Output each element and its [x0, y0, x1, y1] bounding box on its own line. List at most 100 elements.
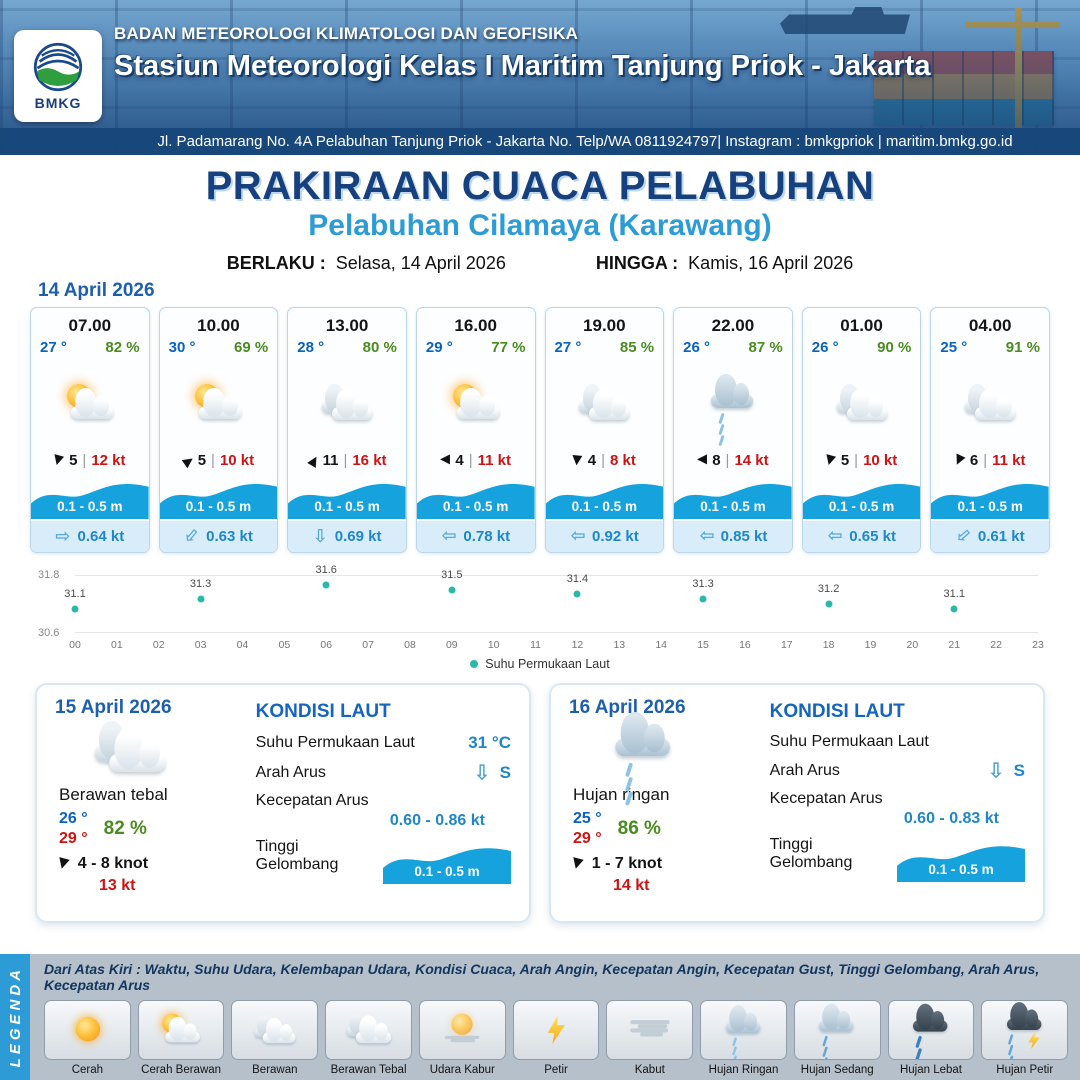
wave-height-graphic: 0.1 - 0.5 m [802, 474, 921, 519]
wind-gust: 8 kt [610, 452, 636, 469]
daily-icon-area [569, 712, 719, 806]
daily-wind-direction-icon: ▶ [55, 856, 74, 872]
sst-x-tick: 02 [152, 639, 165, 651]
sst-x-tick: 17 [780, 639, 793, 651]
forecast-card: 10.00 30 ° 69 % ▶ 5 | 10 kt 0.1 - 0.5 m [158, 307, 279, 553]
validity-row: BERLAKU : Selasa, 14 April 2026 HINGGA :… [0, 252, 1080, 274]
forecast-time: 10.00 [197, 316, 240, 335]
sst-x-tick: 11 [530, 639, 542, 651]
sst-x-tick: 07 [362, 639, 374, 651]
valid-from: BERLAKU : Selasa, 14 April 2026 [227, 252, 506, 274]
weather-icon [58, 379, 122, 429]
sst-x-tick: 12 [571, 639, 584, 651]
wind-gust: 10 kt [863, 452, 898, 469]
sst-data-label: 31.4 [566, 573, 589, 586]
current-speed: 0.78 kt [463, 527, 511, 545]
daily-gust: 13 kt [99, 877, 136, 894]
weather-icon [315, 379, 379, 429]
legend-item: Hujan Ringan [700, 1000, 787, 1076]
forecast-wind-row: ▶ 6 | 11 kt [931, 452, 1049, 469]
forecast-temperature: 28 ° [297, 339, 325, 356]
current-speed: 0.63 kt [206, 527, 253, 545]
legend-icon-box [137, 1000, 225, 1060]
sst-row: Suhu Permukaan Laut 31 °C [256, 733, 511, 753]
wind-gust: 11 kt [477, 452, 511, 469]
current-direction-icon: ⇨ [698, 526, 714, 546]
wave-shape [416, 483, 535, 519]
legend-label: Cerah [71, 1064, 104, 1076]
sst-data-label: 31.2 [817, 583, 840, 595]
wave-height-value: 0.1 - 0.5 m [828, 499, 895, 514]
sea-conditions-heading: KONDISI LAUT [255, 701, 391, 722]
forecast-card: 01.00 26 ° 90 % ▶ 5 | 10 kt 0.1 - 0.5 m [801, 307, 922, 553]
forecast-time: 22.00 [711, 316, 755, 335]
legend-footer: LEGENDA Dari Atas Kiri : Waktu, Suhu Uda… [0, 954, 1080, 1080]
weather-icon [958, 379, 1022, 429]
wind-direction-icon: ▶ [569, 454, 586, 467]
legend-item: Cerah Berawan [137, 1000, 225, 1076]
current-direction-icon: ⇨ [55, 526, 71, 546]
forecast-time: 13.00 [325, 316, 369, 335]
sst-x-tick: 19 [864, 639, 877, 651]
wind-speed: 4 [455, 452, 464, 469]
wind-gust: 16 kt [352, 452, 387, 469]
daily-weather-column: 15 April 2026 Berawan tebal 26 ° 29 ° 82… [55, 697, 256, 909]
wave-shape [674, 483, 792, 519]
wave-height-value: 0.1 - 0.5 m [957, 499, 1023, 514]
forecast-card: 16.00 29 ° 77 % ▶ 4 | 11 kt 0.1 - 0.5 m [415, 307, 536, 553]
forecast-humidity: 77 % [491, 339, 526, 356]
wind-direction-icon: ▶ [950, 452, 969, 469]
temp-humidity-row: 27 ° 85 % [546, 336, 664, 356]
legend-weather-icon [342, 1010, 394, 1051]
legend-label: Cerah Berawan [141, 1064, 222, 1076]
wave-height-value: 0.1 - 0.5 m [700, 499, 766, 514]
sst-x-tick: 01 [111, 639, 123, 651]
sst-data-point [825, 600, 833, 608]
legend-vertical-banner: LEGENDA [0, 954, 30, 1080]
header: BMKG BADAN METEOROLOGI KLIMATOLOGI DAN G… [0, 0, 1080, 155]
wave-height-row: Tinggi Gelombang 0.1 - 0.5 m [770, 836, 1025, 882]
sst-x-tick: 09 [445, 639, 458, 651]
daily-humidity: 82 % [103, 818, 147, 839]
current-row: ⇨ 0.92 kt [545, 519, 664, 552]
forecast-wind-row: ▶ 4 | 11 kt [417, 452, 535, 469]
wave-height-value: 0.1 - 0.5 m [571, 499, 637, 514]
sst-x-tick: 05 [278, 639, 291, 651]
sst-label: Suhu Permukaan Laut [769, 733, 929, 750]
forecast-time: 19.00 [583, 316, 626, 335]
current-direction-value: S [499, 762, 511, 782]
forecast-time: 01.00 [840, 316, 883, 335]
current-direction-icon: ⇨ [310, 528, 331, 544]
legend-marker-icon [470, 660, 479, 668]
wind-direction-icon: ▶ [440, 453, 451, 468]
daily-wind-row: ▶ 4 - 8 knot [55, 855, 256, 873]
daily-humidity: 86 % [617, 818, 661, 839]
current-speed-label: Kecepatan Arus [255, 792, 369, 809]
wind-gust-divider: | [601, 452, 605, 469]
weather-icon [186, 379, 250, 429]
sst-x-tick: 21 [948, 639, 961, 651]
current-row: ⇨ 0.78 kt [416, 519, 535, 552]
forecast-wind-row: ▶ 4 | 8 kt [546, 452, 664, 469]
page-title: PRAKIRAAN CUACA PELABUHAN [205, 164, 875, 208]
forecast-humidity: 91 % [1005, 339, 1040, 356]
legend-weather-icon [811, 1003, 863, 1059]
forecast-humidity: 69 % [234, 339, 269, 356]
bmkg-logo: BMKG [14, 30, 102, 122]
sst-x-tick: 00 [69, 639, 81, 651]
current-direction-label: Arah Arus [769, 761, 840, 779]
forecast-cards-row: 07.00 27 ° 82 % ▶ 5 | 12 kt 0.1 - 0.5 m [30, 307, 1050, 553]
legend-items: Cerah Cerah Berawan Berawan Berawan Teba… [44, 1000, 1069, 1076]
wind-speed: 5 [197, 452, 207, 469]
sea-current-direction-icon: ⇨ [470, 763, 494, 782]
wave-height-graphic: 0.1 - 0.5 m [288, 474, 406, 519]
y-axis-label-min: 30.6 [38, 627, 60, 639]
legend-item: Kabut [606, 1000, 694, 1076]
forecast-time: 04.00 [968, 316, 1012, 335]
daily-gust: 14 kt [613, 877, 650, 894]
legend-label: Hujan Lebat [899, 1064, 962, 1076]
address-text: Jl. Padamarang No. 4A Pelabuhan Tanjung … [157, 133, 1013, 150]
wave-height-label: Tinggi Gelombang [255, 838, 339, 873]
weather-icon [701, 374, 765, 447]
